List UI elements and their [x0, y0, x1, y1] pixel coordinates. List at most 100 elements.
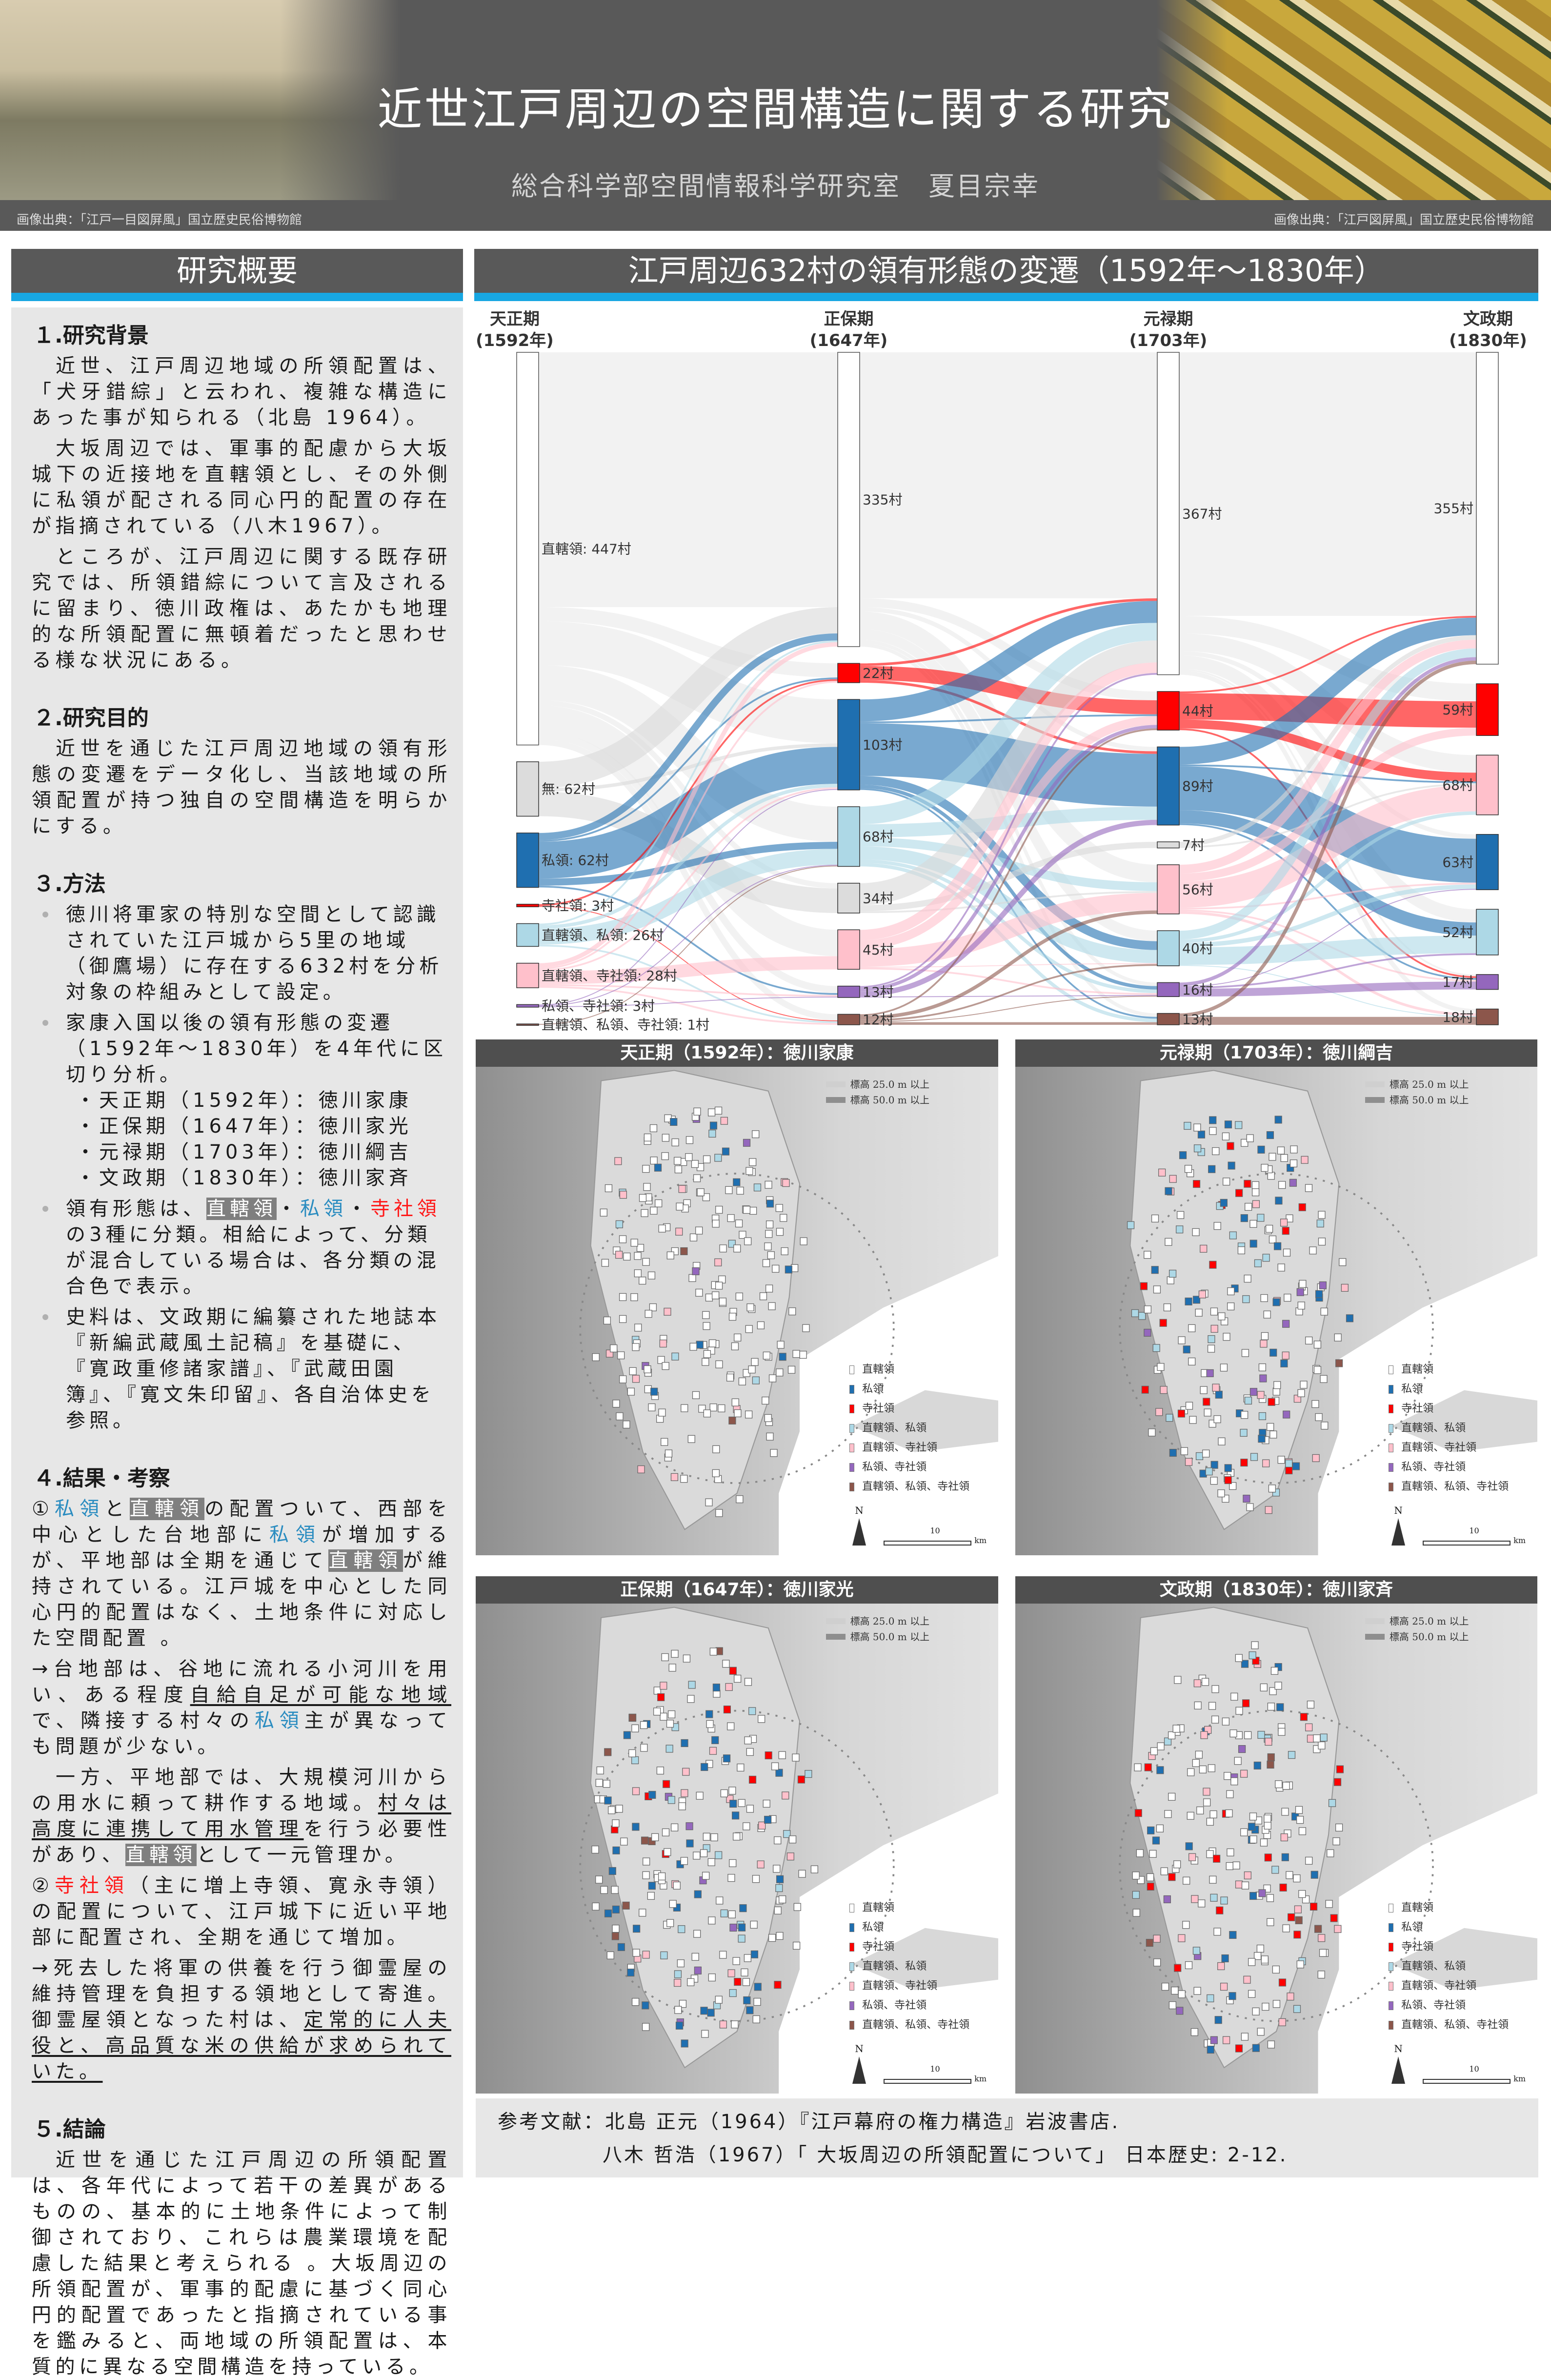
village-marker: [1252, 1200, 1260, 1208]
village-marker: [1203, 1788, 1210, 1796]
village-marker: [1174, 1964, 1182, 1972]
village-marker: [1188, 1853, 1196, 1861]
village-marker: [1193, 1987, 1201, 1995]
village-marker: [1199, 1765, 1207, 1773]
village-marker: [1271, 1866, 1279, 1874]
village-marker: [1272, 1387, 1280, 1396]
scale-unit: km: [1513, 1536, 1526, 1545]
village-marker: [666, 1251, 674, 1260]
sankey-links: [538, 352, 1477, 1025]
village-marker: [743, 1139, 751, 1147]
village-marker: [1275, 1780, 1283, 1789]
village-marker: [644, 1365, 651, 1373]
village-marker: [774, 1906, 782, 1914]
village-marker: [1166, 1414, 1173, 1422]
elevation-label: 標高 50.0 m 以上: [1389, 1094, 1469, 1106]
village-marker: [1144, 1251, 1151, 1259]
village-marker: [1295, 1806, 1303, 1814]
sankey-link: [538, 865, 838, 1025]
sankey-link: [538, 864, 838, 1007]
village-marker: [765, 1180, 772, 1189]
village-marker: [1281, 1853, 1289, 1861]
village-marker: [616, 1412, 624, 1421]
village-marker: [1176, 2007, 1184, 2015]
elevation-label: 標高 25.0 m 以上: [1389, 1615, 1469, 1627]
sankey-link: [859, 673, 1158, 988]
village-marker: [1244, 1275, 1251, 1283]
village-marker: [1217, 1962, 1225, 1971]
sankey-link: [1179, 953, 1477, 989]
village-marker: [604, 1184, 613, 1192]
village-marker: [595, 1779, 603, 1787]
village-marker: [1134, 1763, 1142, 1771]
elevation-swatch: [1365, 1097, 1385, 1103]
village-marker: [1218, 1312, 1226, 1321]
village-marker: [729, 1800, 737, 1808]
village-marker: [781, 1247, 788, 1256]
sankey-link: [538, 984, 838, 997]
elevation-legend: 標高 25.0 m 以上 標高 50.0 m 以上: [1365, 1615, 1469, 1647]
village-marker: [739, 1231, 746, 1239]
village-marker: [1220, 1199, 1228, 1207]
village-marker: [810, 1865, 818, 1873]
scale-unit: km: [974, 1536, 987, 1545]
village-marker: [728, 1910, 736, 1918]
legend-label: 直轄領、私領、寺社領: [862, 1481, 970, 1493]
village-marker: [1253, 1761, 1261, 1770]
elevation-label: 標高 50.0 m 以上: [850, 1094, 930, 1106]
edo-folding-screen-image-left: [0, 0, 400, 200]
reference-2: 八木 哲浩（1967）「 大坂周辺の所領配置について」 日本歴史: 2-12.: [603, 2144, 1288, 2166]
village-marker: [608, 1806, 616, 1814]
map-legend-block: 直轄領 私領 寺社領 直轄領、私領 直轄領、寺社領 私領、寺社領 直轄領、私領、寺社領 N …: [849, 1360, 987, 1546]
village-marker: [728, 1787, 736, 1795]
village-marker: [1299, 1280, 1307, 1288]
village-marker: [611, 1932, 619, 1940]
sankey-node: [516, 923, 539, 947]
village-marker: [612, 1400, 620, 1408]
sankey-node: [516, 1004, 539, 1008]
sankey-node-label: 59村: [1442, 702, 1473, 718]
village-marker: [1267, 2040, 1275, 2049]
sankey-node: [1157, 1013, 1180, 1025]
village-marker: [640, 1721, 648, 1729]
elevation-swatch: [1365, 1081, 1385, 1087]
underlined-text: 村々は高度に連携して用水管理: [32, 1792, 451, 1840]
legend-item: 直轄領、寺社領: [1389, 1976, 1509, 1996]
text-segment: →台地部は、谷地に流れる小河川を用い、ある程度: [32, 1658, 451, 1706]
results-para-5: →死去した将軍の供養を行う御霊屋の維持管理を負担する領地として寄進。御霊屋領とな…: [32, 1955, 451, 2085]
village-marker: [745, 1325, 753, 1333]
village-marker: [665, 1449, 673, 1458]
village-marker: [758, 1821, 766, 1830]
village-marker: [703, 1155, 711, 1163]
legend-label: 私領、寺社領: [1401, 1999, 1466, 2012]
village-marker: [694, 1890, 702, 1898]
village-marker: [729, 1859, 737, 1867]
elevation-swatch: [826, 1634, 846, 1640]
sankey-link: [1179, 693, 1477, 728]
village-marker: [1159, 1319, 1167, 1327]
village-marker: [1293, 2005, 1301, 2013]
village-marker: [1232, 1861, 1240, 1870]
village-marker: [733, 1178, 741, 1186]
village-marker: [1263, 1310, 1271, 1319]
village-marker: [767, 1251, 775, 1260]
village-marker: [1224, 1476, 1232, 1485]
village-marker: [1272, 1298, 1280, 1306]
village-marker: [673, 1881, 681, 1890]
tenure-legend: 直轄領 私領 寺社領 直轄領、私領 直轄領、寺社領 私領、寺社領 直轄領、私領、寺社領: [1389, 1898, 1509, 2035]
village-marker: [785, 1265, 792, 1274]
village-marker: [727, 1214, 735, 1222]
village-marker: [1267, 1423, 1274, 1431]
village-marker: [744, 1678, 752, 1686]
village-marker: [696, 1341, 704, 1349]
text-segment: を行う必要性があり、: [32, 1818, 451, 1866]
village-marker: [662, 1134, 669, 1142]
sankey-node-label: 直轄領、私領、寺社領: 1村: [542, 1017, 709, 1033]
village-marker: [665, 1745, 673, 1753]
village-marker: [1289, 1159, 1298, 1168]
village-marker: [623, 1731, 631, 1739]
village-marker: [1152, 1344, 1160, 1352]
sankey-link: [1179, 811, 1477, 943]
village-marker: [748, 1775, 757, 1784]
village-marker: [689, 1233, 698, 1241]
